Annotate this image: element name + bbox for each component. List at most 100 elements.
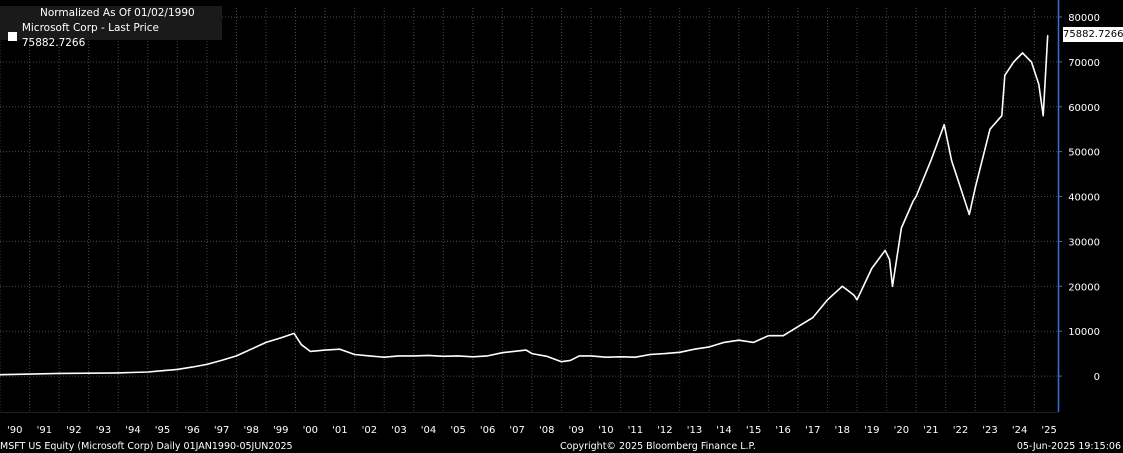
data-point	[1042, 115, 1044, 117]
data-point	[265, 341, 267, 344]
data-point	[161, 370, 164, 372]
data-point	[280, 337, 282, 339]
data-point	[853, 294, 855, 296]
footer-copyright: Copyright© 2025 Bloomberg Finance L.P.	[560, 441, 756, 452]
data-point	[915, 195, 917, 198]
data-point	[649, 353, 651, 356]
data-point	[398, 355, 400, 357]
data-point	[974, 186, 976, 189]
x-tick-label: '19	[864, 425, 879, 436]
data-point	[605, 356, 607, 358]
data-point	[1004, 74, 1006, 76]
x-tick-label: '08	[539, 425, 554, 436]
y-tick-label: 0	[1094, 372, 1100, 383]
data-point	[782, 335, 784, 337]
x-tick-label: '24	[1012, 425, 1027, 436]
data-point	[1021, 52, 1024, 54]
data-point	[560, 361, 563, 363]
data-point	[58, 372, 60, 374]
data-point	[117, 372, 119, 374]
x-tick-label: '00	[303, 425, 318, 436]
data-point	[546, 355, 548, 357]
data-point	[1038, 83, 1040, 85]
x-tick-label: '07	[509, 425, 524, 436]
x-tick-label: '92	[66, 425, 81, 436]
x-tick-label: '11	[628, 425, 643, 436]
data-point	[753, 341, 755, 344]
data-point	[383, 356, 385, 358]
data-point	[309, 350, 311, 352]
data-point	[531, 353, 533, 355]
data-point	[679, 351, 681, 353]
data-point	[191, 366, 193, 368]
data-point	[620, 356, 622, 358]
data-point	[147, 371, 149, 373]
data-point	[569, 359, 571, 361]
x-tick-label: '17	[805, 425, 820, 436]
data-point	[176, 368, 178, 370]
data-point	[723, 341, 725, 344]
data-point	[457, 355, 459, 357]
data-point	[293, 332, 295, 335]
y-tick-label: 10000	[1068, 327, 1100, 338]
data-point	[989, 128, 991, 130]
data-point	[812, 317, 814, 319]
x-tick-label: '03	[391, 425, 406, 436]
data-point	[501, 352, 504, 354]
x-tick-label: '14	[716, 425, 731, 436]
data-point	[368, 355, 371, 357]
x-tick-label: '94	[125, 425, 140, 436]
grid-lines	[0, 8, 1058, 412]
legend-entry: Microsoft Corp - Last Price 75882.7266	[0, 21, 222, 51]
footer-security: MSFT US Equity (Microsoft Corp) Daily 01…	[0, 441, 293, 452]
data-point	[235, 355, 238, 357]
data-point	[413, 355, 415, 357]
data-point	[28, 373, 31, 375]
x-tick-label: '95	[155, 425, 170, 436]
x-tick-label: '21	[923, 425, 938, 436]
y-axis: 0 10000 20000 30000 40000 50000 60000 70000 8000…	[1057, 0, 1100, 412]
data-point	[339, 348, 341, 350]
data-point	[1001, 115, 1003, 117]
y-tick-label: 60000	[1068, 103, 1100, 114]
x-tick-label: '25	[1041, 425, 1056, 436]
x-tick-label: '04	[421, 425, 436, 436]
y-tick-label: 30000	[1068, 237, 1100, 248]
legend-series-label: Microsoft Corp - Last Price 75882.7266	[21, 22, 159, 49]
last-price-label: 75882.7266	[1063, 27, 1123, 42]
data-point	[912, 200, 914, 202]
x-tick-label: '99	[273, 425, 288, 436]
data-point	[300, 344, 303, 346]
data-point	[891, 285, 894, 287]
x-tick-label: '09	[569, 425, 584, 436]
data-point	[1013, 61, 1015, 63]
data-point	[442, 355, 444, 357]
x-tick-label: '96	[184, 425, 199, 436]
data-point	[959, 186, 962, 189]
x-tick-label: '01	[332, 425, 347, 436]
data-point	[427, 354, 430, 357]
data-point	[472, 356, 474, 358]
data-point	[0, 374, 1, 376]
data-point	[487, 355, 489, 357]
y-tick-label: 50000	[1068, 148, 1100, 159]
data-point	[708, 346, 710, 348]
series-microsoft-corp	[0, 34, 1049, 376]
data-point	[206, 363, 208, 366]
data-point	[354, 353, 356, 356]
y-tick-label: 40000	[1068, 193, 1100, 204]
data-point	[797, 326, 799, 328]
data-point	[930, 160, 932, 162]
x-tick-label: '93	[96, 425, 111, 436]
x-tick-label: '98	[243, 425, 258, 436]
x-tick-label: '16	[775, 425, 790, 436]
data-point	[767, 335, 769, 337]
x-tick-label: '22	[953, 425, 968, 436]
x-tick-label: '15	[746, 425, 761, 436]
data-point	[943, 124, 945, 126]
data-point	[250, 348, 252, 350]
data-point	[871, 267, 873, 269]
data-point	[221, 359, 223, 361]
